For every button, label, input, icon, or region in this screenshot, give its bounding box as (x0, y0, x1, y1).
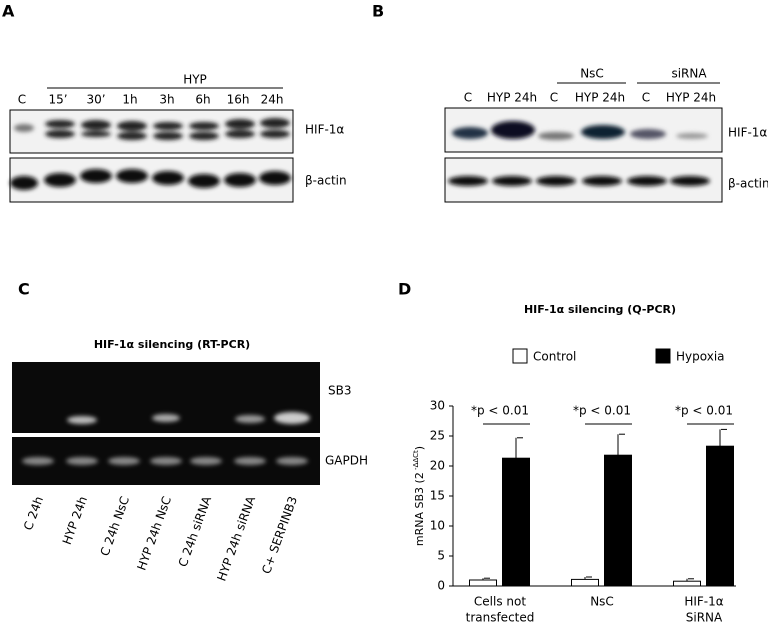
panel-letter: D (398, 280, 411, 299)
bar (469, 579, 497, 587)
y-axis-label-part: mRNA SB3 (2 (413, 472, 426, 546)
row-label: β-actin (728, 177, 768, 191)
lane-label: C (18, 93, 26, 107)
bar (673, 580, 701, 587)
bar (571, 578, 599, 587)
lane-label: 3h (159, 93, 174, 107)
bar (502, 457, 530, 587)
panel-c: C HIF-1α silencing (RT-PCR) SB3 GAPDH C … (12, 280, 368, 583)
lane-label: HYP 24h (60, 494, 90, 546)
y-tick-label: 5 (437, 549, 445, 563)
legend-swatch (655, 348, 671, 364)
lane-label: C (464, 91, 472, 105)
bar (706, 445, 734, 587)
panel-a: A HYP C 15’ 30’ 1h 3h 6h 16h 24h (2, 2, 347, 203)
y-axis-label-part: ) (413, 446, 426, 450)
bands (452, 121, 708, 140)
panel-letter: A (2, 2, 15, 21)
row-label: HIF-1α (305, 123, 344, 137)
lane-label: C 24h NsC (98, 494, 133, 558)
y-tick-label: 15 (430, 489, 445, 503)
legend-swatch (512, 348, 528, 364)
chart-title: HIF-1α silencing (Q-PCR) (524, 303, 676, 316)
bands (22, 412, 310, 465)
y-tick-label: 20 (430, 459, 445, 473)
lane-label: 15’ (48, 93, 67, 107)
group-label: NsC (580, 67, 604, 81)
legend-label: Hypoxia (676, 350, 725, 364)
x-tick-label: Cells not (474, 595, 526, 609)
x-tick-label: SiRNA (686, 611, 723, 625)
lane-label: HYP 24h (666, 91, 716, 105)
lane-label: 24h (261, 93, 284, 107)
y-tick-label: 10 (430, 519, 445, 533)
row-label: β-actin (305, 174, 347, 188)
bands (448, 176, 710, 186)
lane-label: HYP 24h NsC (134, 494, 174, 572)
x-tick-label: NsC (590, 595, 614, 609)
x-tick-label: transfected (466, 611, 535, 625)
y-tick-label: 25 (430, 429, 445, 443)
lane-label: HYP 24h (575, 91, 625, 105)
row-label: GAPDH (325, 454, 368, 468)
bands (10, 169, 291, 190)
gel (12, 362, 320, 433)
bands (14, 118, 290, 140)
panel-letter: B (372, 2, 384, 21)
annotation: *p < 0.01 (471, 404, 529, 418)
lane-label: HYP 24h siRNA (214, 494, 258, 583)
legend-label: Control (533, 350, 576, 364)
panel-d: D HIF-1α silencing (Q-PCR) mRNA SB3 (2 -… (398, 280, 736, 625)
lane-label: HYP 24h (487, 91, 537, 105)
annotation: *p < 0.01 (675, 404, 733, 418)
y-axis-label: mRNA SB3 (2 -ΔΔCt) (412, 446, 426, 546)
y-tick-label: 0 (437, 579, 445, 593)
lane-label: C 24h siRNA (176, 494, 215, 569)
row-label: HIF-1α (728, 126, 767, 140)
lane-label: 30’ (86, 93, 105, 107)
bar (604, 454, 632, 587)
row-label: SB3 (328, 384, 351, 398)
group-label: siRNA (671, 67, 707, 81)
panel-title: HIF-1α silencing (RT-PCR) (94, 338, 250, 351)
y-axis-label-sup: -ΔΔCt (412, 450, 420, 472)
y-tick-label: 30 (430, 399, 445, 413)
lane-label: 1h (122, 93, 137, 107)
panel-letter: C (18, 280, 30, 299)
lane-label: 6h (195, 93, 210, 107)
annotation: *p < 0.01 (573, 404, 631, 418)
lane-label: 16h (227, 93, 250, 107)
lane-label: C (642, 91, 650, 105)
x-tick-label: HIF-1α (684, 595, 723, 609)
lane-label: C 24h (21, 494, 46, 532)
lane-label: C (550, 91, 558, 105)
panel-b: B NsC siRNA C HYP 24h C HYP 24h C HYP 24… (372, 2, 768, 203)
group-label: HYP (183, 73, 207, 87)
lane-label: C+ SERPINB3 (259, 494, 300, 575)
